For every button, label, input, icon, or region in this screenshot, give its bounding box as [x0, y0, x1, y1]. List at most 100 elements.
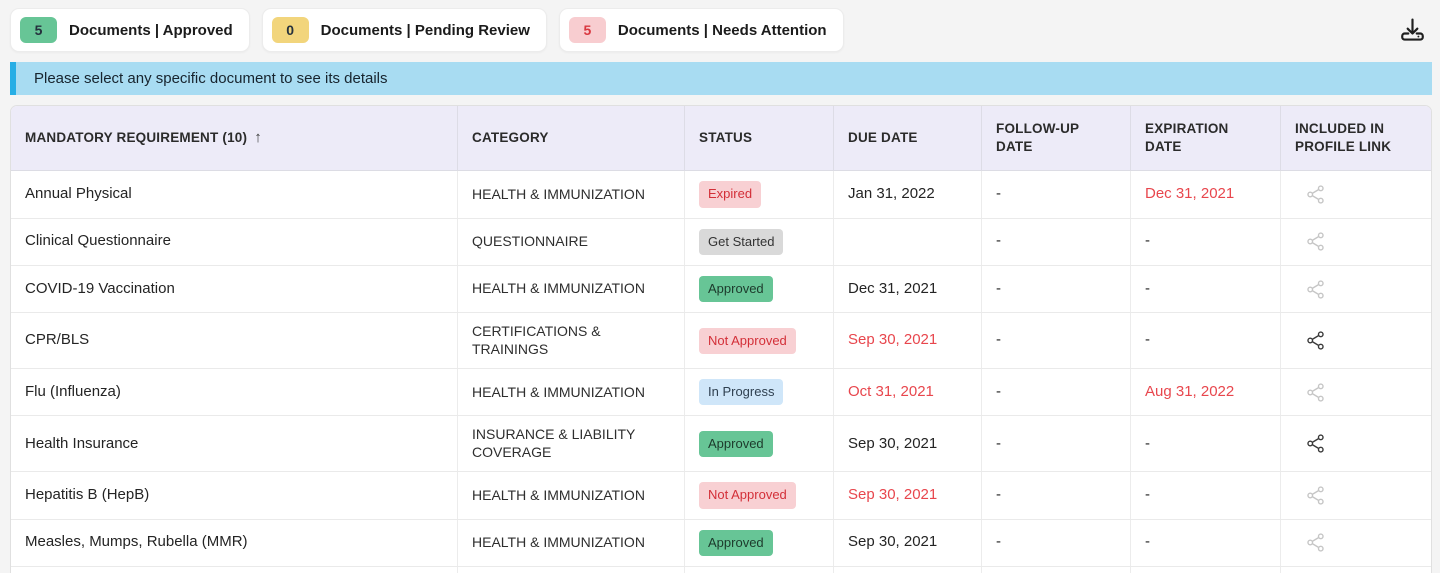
profile-link-button[interactable] [1305, 231, 1326, 252]
documents-page: 5 Documents | Approved 0 Documents | Pen… [0, 0, 1440, 573]
table-row[interactable]: Annual Physical HEALTH & IMMUNIZATION Ex… [11, 171, 1431, 218]
requirement-name-cell[interactable]: Measles, Mumps, Rubella (MMR) [11, 520, 458, 566]
column-header-follow-up-date[interactable]: FOLLOW-UP DATE [982, 106, 1131, 170]
requirement-name-cell[interactable]: Annual Physical [11, 171, 458, 217]
status-badge: Expired [699, 181, 761, 207]
status-badge: In Progress [699, 379, 783, 405]
summary-card-pending-review[interactable]: 0 Documents | Pending Review [262, 8, 547, 52]
follow-up-date-cell: - [982, 520, 1131, 566]
profile-link-button[interactable] [1305, 433, 1326, 454]
expiration-date-cell: - [1131, 416, 1281, 471]
table-body: Annual Physical HEALTH & IMMUNIZATION Ex… [11, 171, 1431, 573]
status-badge: Get Started [699, 229, 783, 255]
info-banner: Please select any specific document to s… [10, 62, 1432, 95]
table-row[interactable]: Flu (Influenza) HEALTH & IMMUNIZATION In… [11, 369, 1431, 416]
requirement-name-cell[interactable]: Hepatitis B (HepB) [11, 472, 458, 518]
download-icon [1398, 16, 1427, 45]
due-date-cell: Sep 30, 2021 [834, 520, 982, 566]
attention-count-badge: 5 [569, 17, 606, 43]
category-cell: HEALTH & IMMUNIZATION [458, 266, 685, 312]
profile-link-button[interactable] [1305, 330, 1326, 351]
summary-card-needs-attention[interactable]: 5 Documents | Needs Attention [559, 8, 844, 52]
category-cell: HEALTH & IMMUNIZATION [458, 369, 685, 415]
status-badge: Approved [699, 276, 773, 302]
profile-link-cell [1281, 369, 1431, 415]
share-icon [1305, 433, 1326, 454]
status-badge: Not Approved [699, 482, 796, 508]
download-button[interactable] [1394, 12, 1430, 48]
follow-up-date-cell: - [982, 219, 1131, 265]
profile-link-cell [1281, 416, 1431, 471]
status-cell: Approved [685, 567, 834, 573]
requirement-name-cell[interactable]: Flu (Influenza) [11, 369, 458, 415]
table-row[interactable]: Health Insurance INSURANCE & LIABILITY C… [11, 416, 1431, 472]
column-header-expiration-date[interactable]: EXPIRATION DATE [1131, 106, 1281, 170]
requirement-name-cell[interactable]: CPR/BLS [11, 313, 458, 368]
status-cell: Not Approved [685, 313, 834, 368]
profile-link-button[interactable] [1305, 184, 1326, 205]
due-date-cell: Sep 30, 2021 [834, 567, 982, 573]
column-header-status[interactable]: STATUS [685, 106, 834, 170]
pending-card-label: Documents | Pending Review [321, 22, 530, 39]
summary-card-approved[interactable]: 5 Documents | Approved [10, 8, 250, 52]
attention-card-label: Documents | Needs Attention [618, 22, 827, 39]
table-row[interactable]: Measles, Mumps, Rubella (MMR) HEALTH & I… [11, 520, 1431, 567]
due-date-cell: Sep 30, 2021 [834, 472, 982, 518]
table-row[interactable]: Polio HEALTH & IMMUNIZATION Approved Sep… [11, 567, 1431, 573]
due-date-cell: Jan 31, 2022 [834, 171, 982, 217]
column-header-mandatory-requirement[interactable]: MANDATORY REQUIREMENT (10) ↑ [11, 106, 458, 170]
top-bar: 5 Documents | Approved 0 Documents | Pen… [10, 8, 1432, 52]
expiration-date-cell: - [1131, 219, 1281, 265]
status-cell: In Progress [685, 369, 834, 415]
status-cell: Approved [685, 520, 834, 566]
share-icon [1305, 382, 1326, 403]
requirement-name-cell[interactable]: Polio [11, 567, 458, 573]
column-header-included-in-profile-link[interactable]: INCLUDED IN PROFILE LINK [1281, 106, 1431, 170]
expiration-date-cell: - [1131, 472, 1281, 518]
follow-up-date-cell: - [982, 369, 1131, 415]
profile-link-cell [1281, 313, 1431, 368]
status-cell: Approved [685, 416, 834, 471]
profile-link-button[interactable] [1305, 485, 1326, 506]
category-cell: QUESTIONNAIRE [458, 219, 685, 265]
table-row[interactable]: Hepatitis B (HepB) HEALTH & IMMUNIZATION… [11, 472, 1431, 519]
share-icon [1305, 532, 1326, 553]
profile-link-cell [1281, 266, 1431, 312]
requirement-name-cell[interactable]: Clinical Questionnaire [11, 219, 458, 265]
pending-count-badge: 0 [272, 17, 309, 43]
due-date-cell: Sep 30, 2021 [834, 313, 982, 368]
due-date-cell: Oct 31, 2021 [834, 369, 982, 415]
approved-count-badge: 5 [20, 17, 57, 43]
table-row[interactable]: Clinical Questionnaire QUESTIONNAIRE Get… [11, 219, 1431, 266]
sort-ascending-icon[interactable]: ↑ [254, 128, 262, 148]
column-header-due-date[interactable]: DUE DATE [834, 106, 982, 170]
status-cell: Approved [685, 266, 834, 312]
profile-link-cell [1281, 472, 1431, 518]
requirement-name-cell[interactable]: COVID-19 Vaccination [11, 266, 458, 312]
status-cell: Get Started [685, 219, 834, 265]
profile-link-button[interactable] [1305, 382, 1326, 403]
follow-up-date-cell: - [982, 567, 1131, 573]
due-date-cell: Dec 31, 2021 [834, 266, 982, 312]
table-header-row: MANDATORY REQUIREMENT (10) ↑ CATEGORY ST… [11, 106, 1431, 171]
follow-up-date-cell: - [982, 171, 1131, 217]
status-badge: Not Approved [699, 328, 796, 354]
expiration-date-cell: - [1131, 567, 1281, 573]
profile-link-button[interactable] [1305, 279, 1326, 300]
share-icon [1305, 485, 1326, 506]
expiration-date-cell: - [1131, 313, 1281, 368]
expiration-date-cell: Aug 31, 2022 [1131, 369, 1281, 415]
column-header-category[interactable]: CATEGORY [458, 106, 685, 170]
requirement-name-cell[interactable]: Health Insurance [11, 416, 458, 471]
profile-link-cell [1281, 567, 1431, 573]
expiration-date-cell: - [1131, 266, 1281, 312]
share-icon [1305, 279, 1326, 300]
table-row[interactable]: CPR/BLS CERTIFICATIONS & TRAININGS Not A… [11, 313, 1431, 369]
follow-up-date-cell: - [982, 266, 1131, 312]
table-row[interactable]: COVID-19 Vaccination HEALTH & IMMUNIZATI… [11, 266, 1431, 313]
follow-up-date-cell: - [982, 416, 1131, 471]
profile-link-button[interactable] [1305, 532, 1326, 553]
due-date-cell: Sep 30, 2021 [834, 416, 982, 471]
documents-table: MANDATORY REQUIREMENT (10) ↑ CATEGORY ST… [10, 105, 1432, 573]
follow-up-date-cell: - [982, 313, 1131, 368]
